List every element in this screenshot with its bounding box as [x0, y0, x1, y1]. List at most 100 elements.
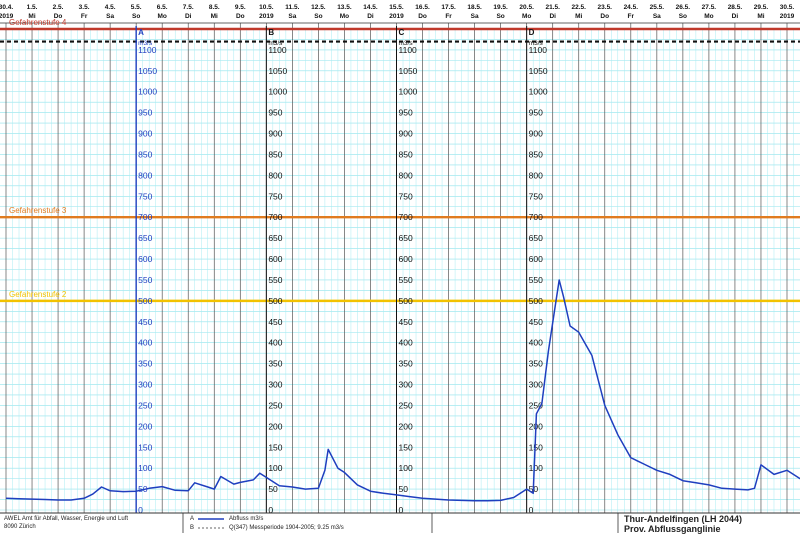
y-tick-label: 450 — [529, 317, 543, 327]
weekday-label: Mo — [340, 13, 349, 20]
y-tick-label: 0 — [268, 505, 273, 515]
y-tick-label: 1050 — [138, 66, 157, 76]
weekday-label: 2019 — [259, 13, 274, 20]
y-tick-label: 900 — [138, 129, 152, 139]
date-label: 12.5. — [311, 4, 326, 11]
y-axis-unit: m3/s — [138, 40, 153, 47]
y-tick-label: 250 — [399, 400, 413, 410]
y-tick-label: 1050 — [399, 66, 418, 76]
y-tick-label: 450 — [399, 317, 413, 327]
y-tick-label: 400 — [268, 338, 282, 348]
y-tick-label: 150 — [138, 442, 152, 452]
weekday-label: So — [132, 13, 140, 20]
date-label: 30.4. — [0, 4, 13, 11]
weekday-label: So — [496, 13, 504, 20]
y-tick-label: 1100 — [399, 45, 418, 55]
weekday-label: Sa — [471, 13, 479, 20]
y-tick-label: 150 — [529, 442, 543, 452]
y-tick-label: 500 — [399, 296, 413, 306]
y-tick-label: 450 — [138, 317, 152, 327]
y-tick-label: 650 — [138, 233, 152, 243]
y-tick-label: 950 — [399, 108, 413, 118]
y-tick-label: 600 — [529, 254, 543, 264]
weekday-label: Mo — [158, 13, 167, 20]
y-tick-label: 200 — [138, 421, 152, 431]
date-label: 4.5. — [105, 4, 116, 11]
weekday-label: Mi — [575, 13, 582, 20]
threshold-label: Gefahrenstufe 4 — [9, 18, 67, 27]
y-tick-label: 550 — [399, 275, 413, 285]
y-tick-label: 1100 — [529, 45, 548, 55]
weekday-label: So — [314, 13, 322, 20]
y-axis-scales: Am3/s05010015020025030035040045050055060… — [135, 26, 548, 515]
y-tick-label: 600 — [399, 254, 413, 264]
y-tick-label: 1100 — [268, 45, 287, 55]
y-tick-label: 1000 — [138, 87, 157, 97]
weekday-label: Di — [185, 13, 192, 20]
threshold-label: Gefahrenstufe 3 — [9, 206, 67, 215]
date-label: 21.5. — [545, 4, 560, 11]
y-tick-label: 800 — [268, 170, 282, 180]
station-title: Thur-Andelfingen (LH 2044) — [624, 514, 743, 524]
y-tick-label: 900 — [399, 129, 413, 139]
y-tick-label: 950 — [529, 108, 543, 118]
y-tick-label: 350 — [529, 359, 543, 369]
y-axis-unit: m3/s — [529, 40, 544, 47]
date-label: 29.5. — [754, 4, 769, 11]
y-axis-unit: m3/s — [268, 40, 283, 47]
y-tick-label: 150 — [268, 442, 282, 452]
date-label: 14.5. — [363, 4, 378, 11]
y-axis-letter: A — [138, 28, 144, 37]
date-label: 8.5. — [209, 4, 220, 11]
weekday-label: Fr — [628, 13, 635, 20]
y-tick-label: 900 — [268, 129, 282, 139]
y-tick-label: 550 — [529, 275, 543, 285]
y-tick-label: 1000 — [529, 87, 548, 97]
y-tick-label: 250 — [529, 400, 543, 410]
y-axis-letter: B — [268, 28, 274, 37]
y-tick-label: 450 — [268, 317, 282, 327]
date-label: 7.5. — [183, 4, 194, 11]
date-header: 30.4. 2019 1.5. Mi 2.5. Do 3.5. Fr 4.5. Sa 5.5. So 6… — [0, 4, 800, 24]
y-tick-label: 950 — [138, 108, 152, 118]
date-label: 25.5. — [650, 4, 665, 11]
y-tick-label: 900 — [529, 129, 543, 139]
weekday-label: Do — [236, 13, 245, 20]
y-tick-label: 300 — [529, 380, 543, 390]
discharge-series-line — [5, 279, 800, 502]
date-label: 16.5. — [415, 4, 430, 11]
weekday-label: Di — [549, 13, 556, 20]
weekday-label: So — [679, 13, 687, 20]
y-tick-label: 1050 — [529, 66, 548, 76]
date-label: 28.5. — [728, 4, 743, 11]
weekday-label: 2019 — [389, 13, 404, 20]
y-tick-label: 400 — [399, 338, 413, 348]
weekday-label: Fr — [445, 13, 452, 20]
y-tick-label: 500 — [268, 296, 282, 306]
y-tick-label: 200 — [399, 421, 413, 431]
station-subtitle: Prov. Abflussganglinie — [624, 524, 721, 534]
weekday-label: Mo — [704, 13, 713, 20]
y-tick-label: 750 — [138, 191, 152, 201]
y-tick-label: 150 — [399, 442, 413, 452]
weekday-label: Do — [54, 13, 63, 20]
y-tick-label: 1000 — [399, 87, 418, 97]
date-label: 6.5. — [157, 4, 168, 11]
weekday-label: Mo — [522, 13, 531, 20]
y-tick-label: 650 — [399, 233, 413, 243]
y-tick-label: 200 — [268, 421, 282, 431]
y-tick-label: 400 — [529, 338, 543, 348]
legend-text-a: Abfluss m3/s — [229, 516, 264, 522]
date-label: 27.5. — [702, 4, 717, 11]
org-name: AWEL Amt für Abfall, Wasser, Energie und… — [4, 516, 129, 522]
org-city: 8090 Zürich — [4, 524, 36, 530]
y-tick-label: 800 — [529, 170, 543, 180]
legend-letter-b: B — [190, 525, 195, 531]
y-tick-label: 750 — [268, 191, 282, 201]
y-tick-label: 850 — [399, 149, 413, 159]
y-tick-label: 350 — [268, 359, 282, 369]
y-tick-label: 650 — [268, 233, 282, 243]
y-tick-label: 850 — [138, 149, 152, 159]
weekday-label: Mi — [757, 13, 764, 20]
date-label: 18.5. — [467, 4, 482, 11]
